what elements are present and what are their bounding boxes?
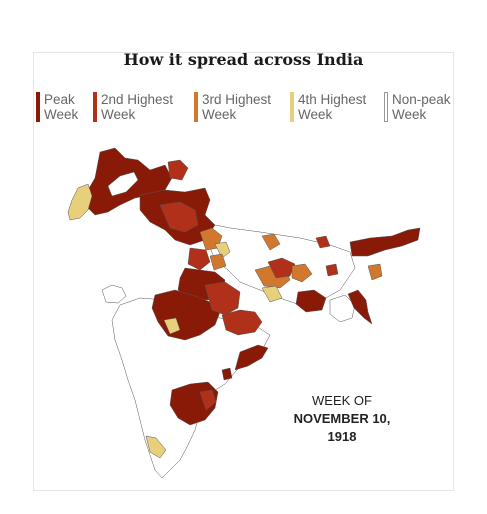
legend-item-4th: 4th Highest Week	[290, 92, 384, 122]
region-peak-bengal-south	[295, 289, 327, 313]
region-second-cp	[221, 309, 263, 336]
region-third-assam-a	[367, 263, 383, 281]
region-second-kashmir	[167, 159, 189, 181]
region-fourth-up-a	[214, 241, 231, 259]
region-second-central	[204, 281, 241, 316]
legend-item-nonpeak: Non-peak Week	[384, 92, 456, 122]
region-fourth-central	[163, 317, 181, 335]
caption-date: NOVEMBER 10,	[293, 411, 391, 426]
region-peak-dot	[221, 367, 233, 381]
region-peak-orissa	[234, 344, 269, 371]
region-peak-assam	[349, 227, 421, 257]
legend-label-nonpeak: Non-peak Week	[392, 92, 451, 122]
region-second-up-b	[187, 247, 211, 271]
legend-item-3rd: 3rd Highest Week	[194, 92, 290, 122]
legend: Peak Week 2nd Highest Week 3rd Highest W…	[36, 92, 456, 122]
week-caption: WEEK OF NOVEMBER 10, 1918	[283, 392, 401, 446]
region-second-up	[159, 201, 199, 233]
map-title: How it spread across India	[123, 50, 364, 69]
region-fourth-travancore	[145, 435, 167, 459]
region-second-bengal-small	[325, 263, 339, 277]
region-nonpeak-east	[329, 294, 356, 323]
legend-swatch-nonpeak	[384, 92, 388, 122]
region-peak-east-bengal	[347, 289, 373, 325]
legend-item-2nd: 2nd Highest Week	[93, 92, 194, 122]
legend-label-3rd: 3rd Highest Week	[202, 92, 272, 122]
caption-year: 1918	[327, 429, 357, 444]
legend-swatch-peak	[36, 92, 40, 122]
caption-week-of: WEEK OF	[312, 393, 372, 408]
region-third-bihar	[261, 233, 281, 251]
legend-swatch-4th	[290, 92, 294, 122]
legend-label-peak: Peak Week	[44, 92, 79, 122]
region-nonpeak-punjab-hole	[107, 171, 139, 197]
region-fourth-sind	[67, 183, 93, 221]
region-nonpeak-gujarat	[101, 284, 127, 304]
legend-swatch-3rd	[194, 92, 198, 122]
legend-label-4th: 4th Highest Week	[298, 92, 367, 122]
legend-label-2nd: 2nd Highest Week	[101, 92, 174, 122]
region-second-sikkim	[315, 235, 331, 249]
legend-item-peak: Peak Week	[36, 92, 93, 122]
region-second-madras	[199, 389, 217, 411]
region-third-up-b	[209, 253, 227, 271]
region-fourth-bengal	[261, 285, 283, 303]
region-third-bengal-b	[291, 263, 313, 283]
legend-swatch-2nd	[93, 92, 97, 122]
